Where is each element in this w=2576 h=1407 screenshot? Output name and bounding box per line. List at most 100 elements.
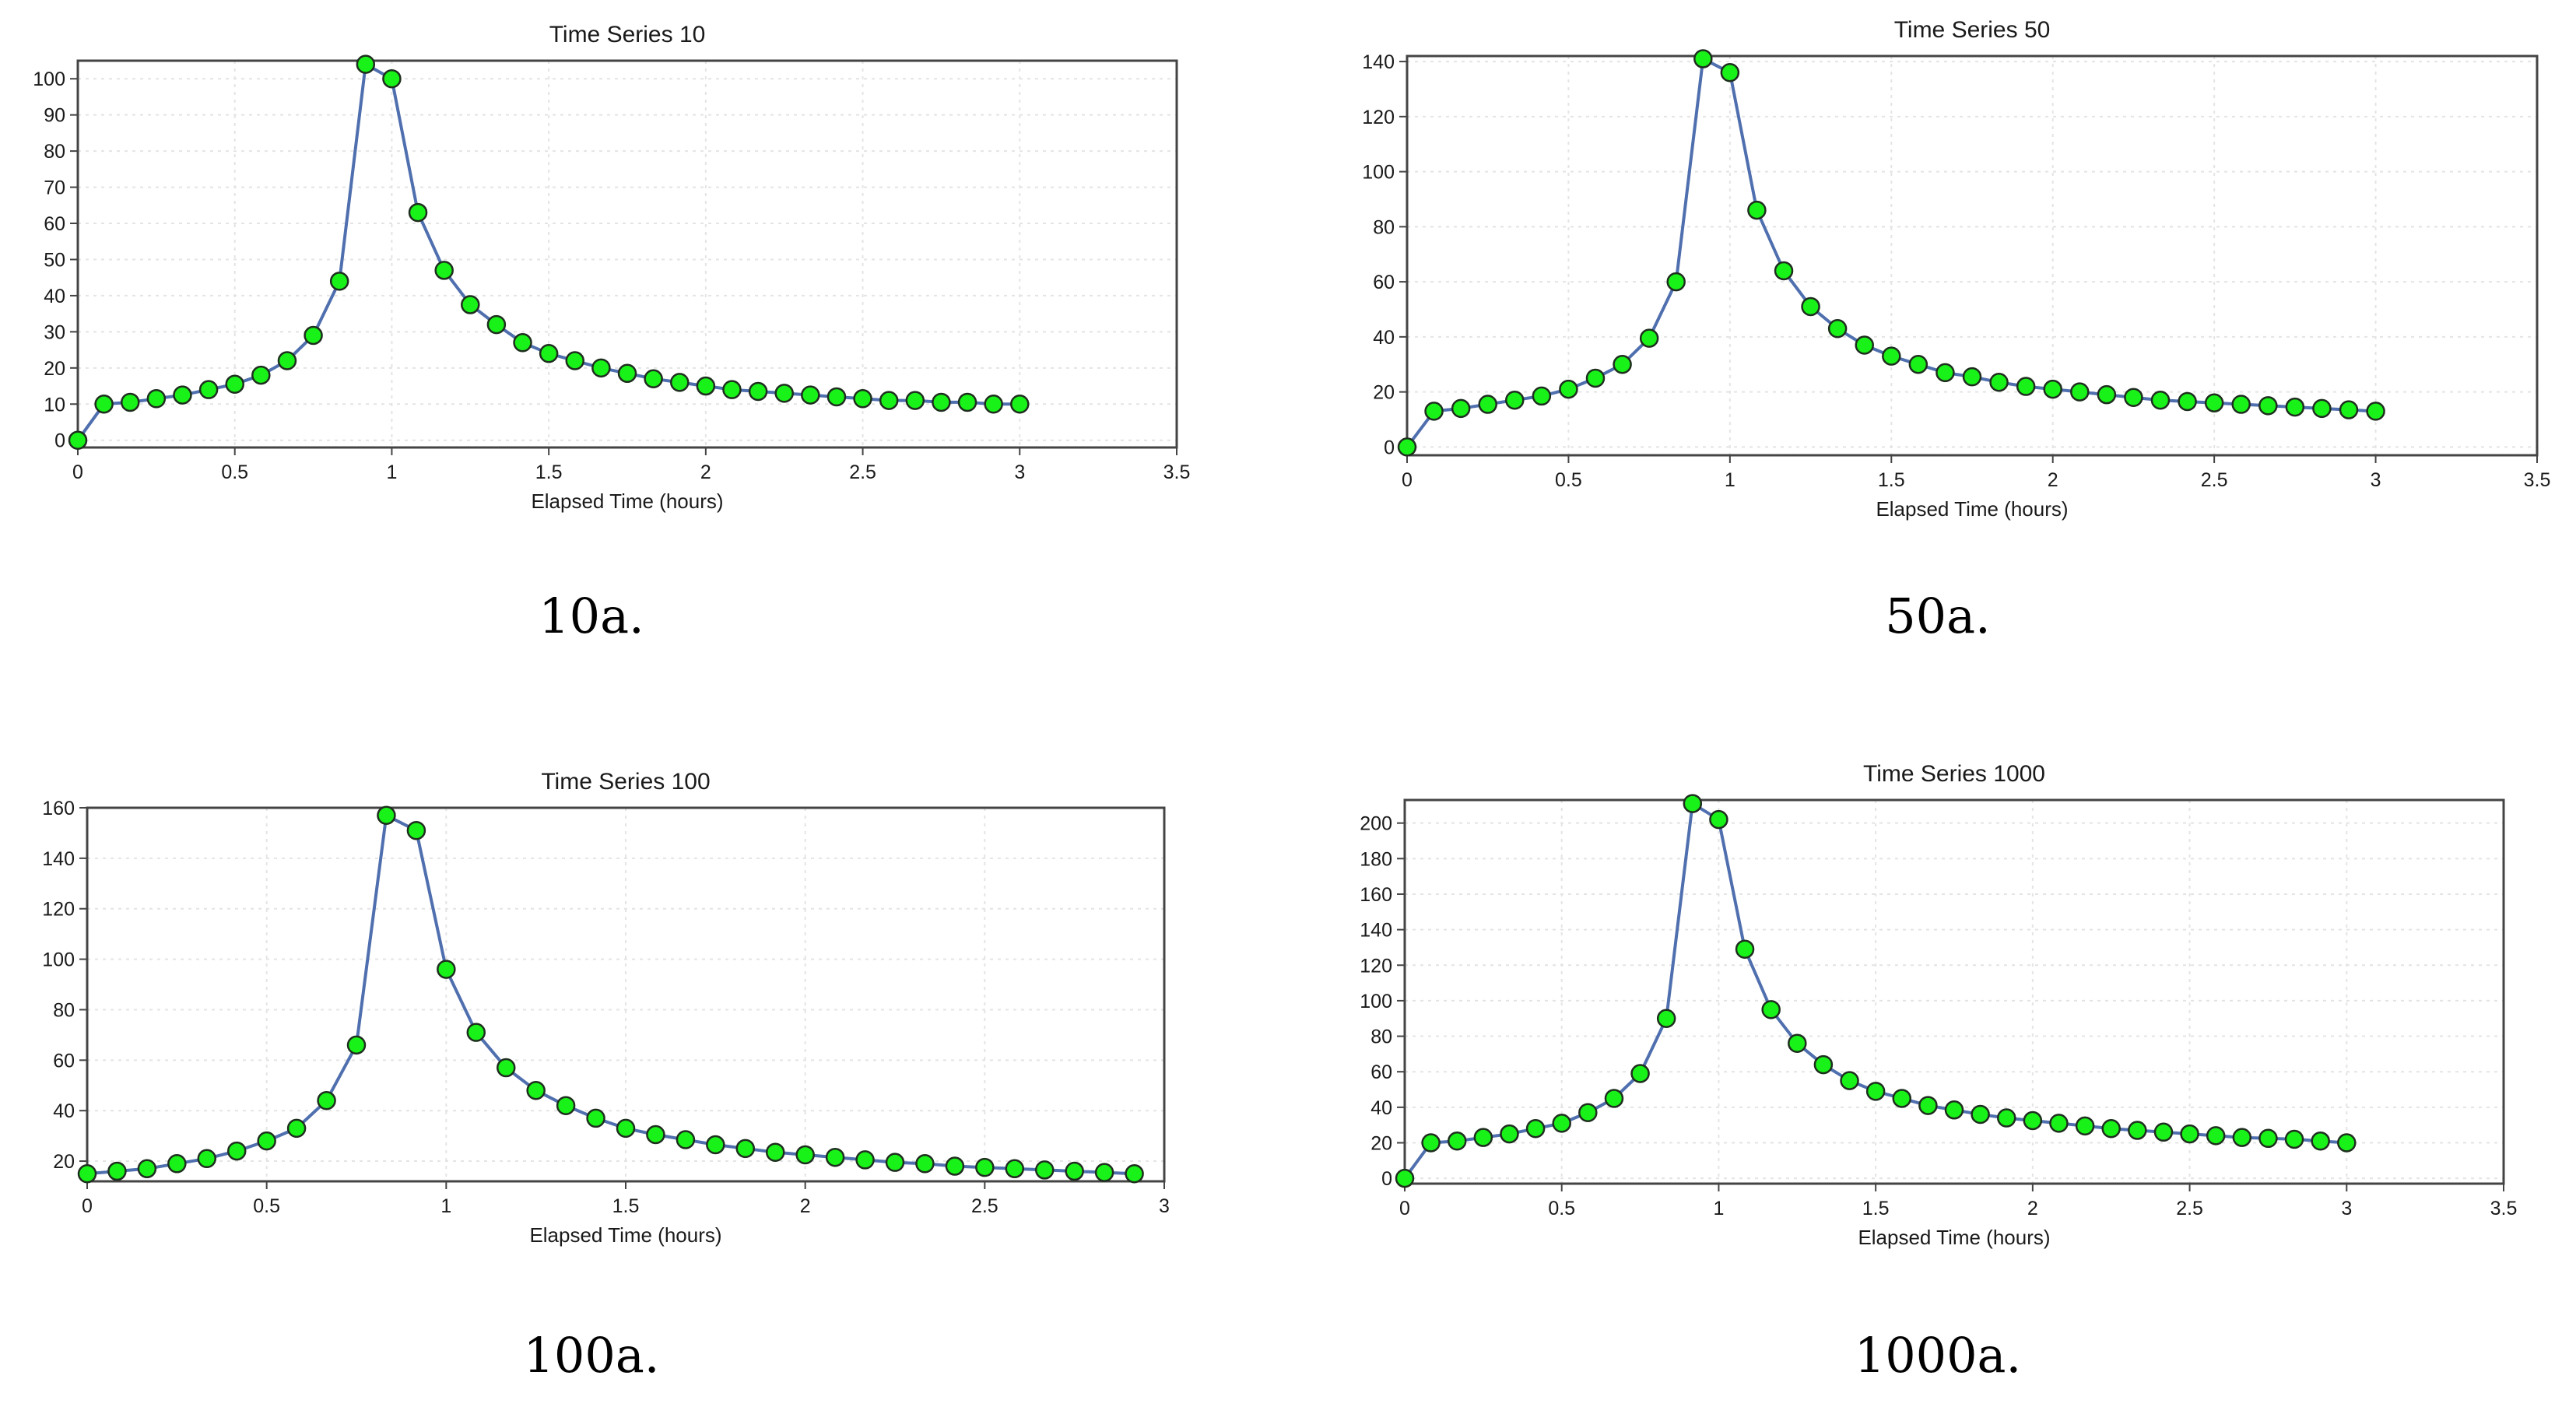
y-tick-label: 20 <box>44 358 65 380</box>
data-point <box>2258 1128 2278 1149</box>
y-tick-label: 40 <box>44 286 65 307</box>
data-point <box>2231 395 2251 414</box>
data-point <box>722 380 742 399</box>
y-tick-label: 60 <box>1370 1061 1392 1083</box>
y-tick-label: 120 <box>1360 955 1392 977</box>
data-point <box>377 805 396 825</box>
data-point <box>1034 1160 1055 1180</box>
data-point <box>461 295 480 314</box>
data-point <box>1840 1071 1859 1090</box>
data-point <box>945 1156 965 1176</box>
data-point <box>2337 1133 2357 1153</box>
y-tick-label: 90 <box>44 105 65 127</box>
y-tick-label: 0 <box>1381 1168 1392 1190</box>
data-point <box>735 1139 756 1159</box>
data-point <box>1604 1089 1624 1108</box>
data-point <box>2043 379 2062 399</box>
x-tick-label: 3.5 <box>1163 461 1191 483</box>
x-tick-label: 2 <box>2048 469 2058 491</box>
data-point <box>826 387 847 407</box>
y-tick-label: 0 <box>54 430 65 452</box>
data-point <box>1613 354 1632 374</box>
data-point <box>1448 1131 1467 1151</box>
chart-ts50: 0 0.5 1 1.5 2 2.5 3 3.5 0 20 40 60 80 100 120 140 Time S… <box>1362 17 2550 521</box>
x-tick-label: 0.5 <box>253 1195 280 1217</box>
x-tick-label: 1.5 <box>1878 469 1905 491</box>
data-point <box>1451 398 1471 419</box>
caption-50a: 50a. <box>1885 588 1991 644</box>
data-point <box>1478 395 1497 414</box>
y-tick-label: 60 <box>53 1050 75 1072</box>
data-point <box>853 389 872 409</box>
data-point <box>565 351 584 370</box>
data-point <box>1656 1009 1676 1028</box>
y-tick-label: 100 <box>42 949 75 971</box>
data-point <box>1424 402 1444 421</box>
x-tick-label: 3.5 <box>2524 469 2551 491</box>
data-point <box>1505 390 1525 410</box>
data-point <box>434 261 454 280</box>
data-point <box>526 1080 546 1100</box>
data-point <box>77 1164 97 1184</box>
y-tick-label: 70 <box>44 177 65 199</box>
x-tick-label: 3.5 <box>2490 1198 2518 1219</box>
data-point <box>646 1125 665 1145</box>
data-point <box>2339 400 2359 419</box>
data-point <box>2366 402 2385 421</box>
data-point <box>437 960 456 979</box>
data-point <box>496 1058 516 1078</box>
x-tick-label: 0 <box>1399 1198 1410 1219</box>
data-point <box>1720 62 1740 82</box>
data-point <box>2153 1122 2174 1142</box>
y-tick-label: 20 <box>1373 382 1395 404</box>
data-point <box>1065 1161 1084 1181</box>
y-tick-label: 200 <box>1360 813 1392 835</box>
data-point <box>1473 1128 1493 1147</box>
y-tick-label: 140 <box>1362 51 1395 73</box>
data-point <box>1761 1000 1781 1019</box>
y-tick-label: 140 <box>1360 920 1392 942</box>
x-tick-label: 0 <box>82 1195 93 1217</box>
y-tick-label: 0 <box>1384 437 1395 458</box>
data-point <box>408 202 428 223</box>
y-tick-label: 80 <box>1373 216 1395 238</box>
x-tick-label: 1 <box>1713 1198 1724 1219</box>
x-tick-label: 0.5 <box>1555 469 1582 491</box>
data-point <box>146 389 167 409</box>
y-tick-label: 80 <box>53 999 75 1021</box>
chart-ts1000: 0 0.5 1 1.5 2 2.5 3 3.5 0 20 40 60 80 100 120 140 160 180… <box>1360 761 2517 1249</box>
data-point <box>1639 328 1659 348</box>
data-point <box>957 392 977 412</box>
y-tick-label: 140 <box>42 848 75 870</box>
data-point <box>1010 395 1030 414</box>
data-point <box>1936 363 1955 383</box>
y-tick-label: 40 <box>1373 327 1395 349</box>
data-point <box>2097 384 2117 405</box>
plot-frame <box>1403 798 2505 1185</box>
y-tick-label: 50 <box>44 249 65 271</box>
data-point <box>486 314 507 335</box>
data-point <box>2124 388 2143 407</box>
data-point <box>616 1118 636 1139</box>
y-tick-label: 160 <box>42 798 75 819</box>
data-point <box>356 54 376 74</box>
data-point <box>225 374 244 394</box>
data-point <box>1532 386 1552 406</box>
x-tick-label: 1.5 <box>612 1195 640 1217</box>
x-tick-label: 2 <box>800 1195 811 1217</box>
data-point <box>676 1130 696 1149</box>
data-point <box>304 325 323 346</box>
data-point <box>1962 367 1982 387</box>
data-point <box>932 392 951 412</box>
x-tick-label: 1.5 <box>535 461 563 483</box>
x-tick-label: 3 <box>1159 1195 1170 1217</box>
data-point <box>68 430 88 450</box>
data-point <box>2284 1129 2304 1149</box>
data-point <box>1971 1104 1990 1125</box>
x-tick-label: 0 <box>72 461 83 483</box>
y-tick-label: 100 <box>1362 162 1395 184</box>
data-point <box>855 1150 875 1170</box>
data-point <box>1693 49 1713 68</box>
data-point <box>1421 1133 1441 1153</box>
data-point <box>1578 1103 1598 1122</box>
